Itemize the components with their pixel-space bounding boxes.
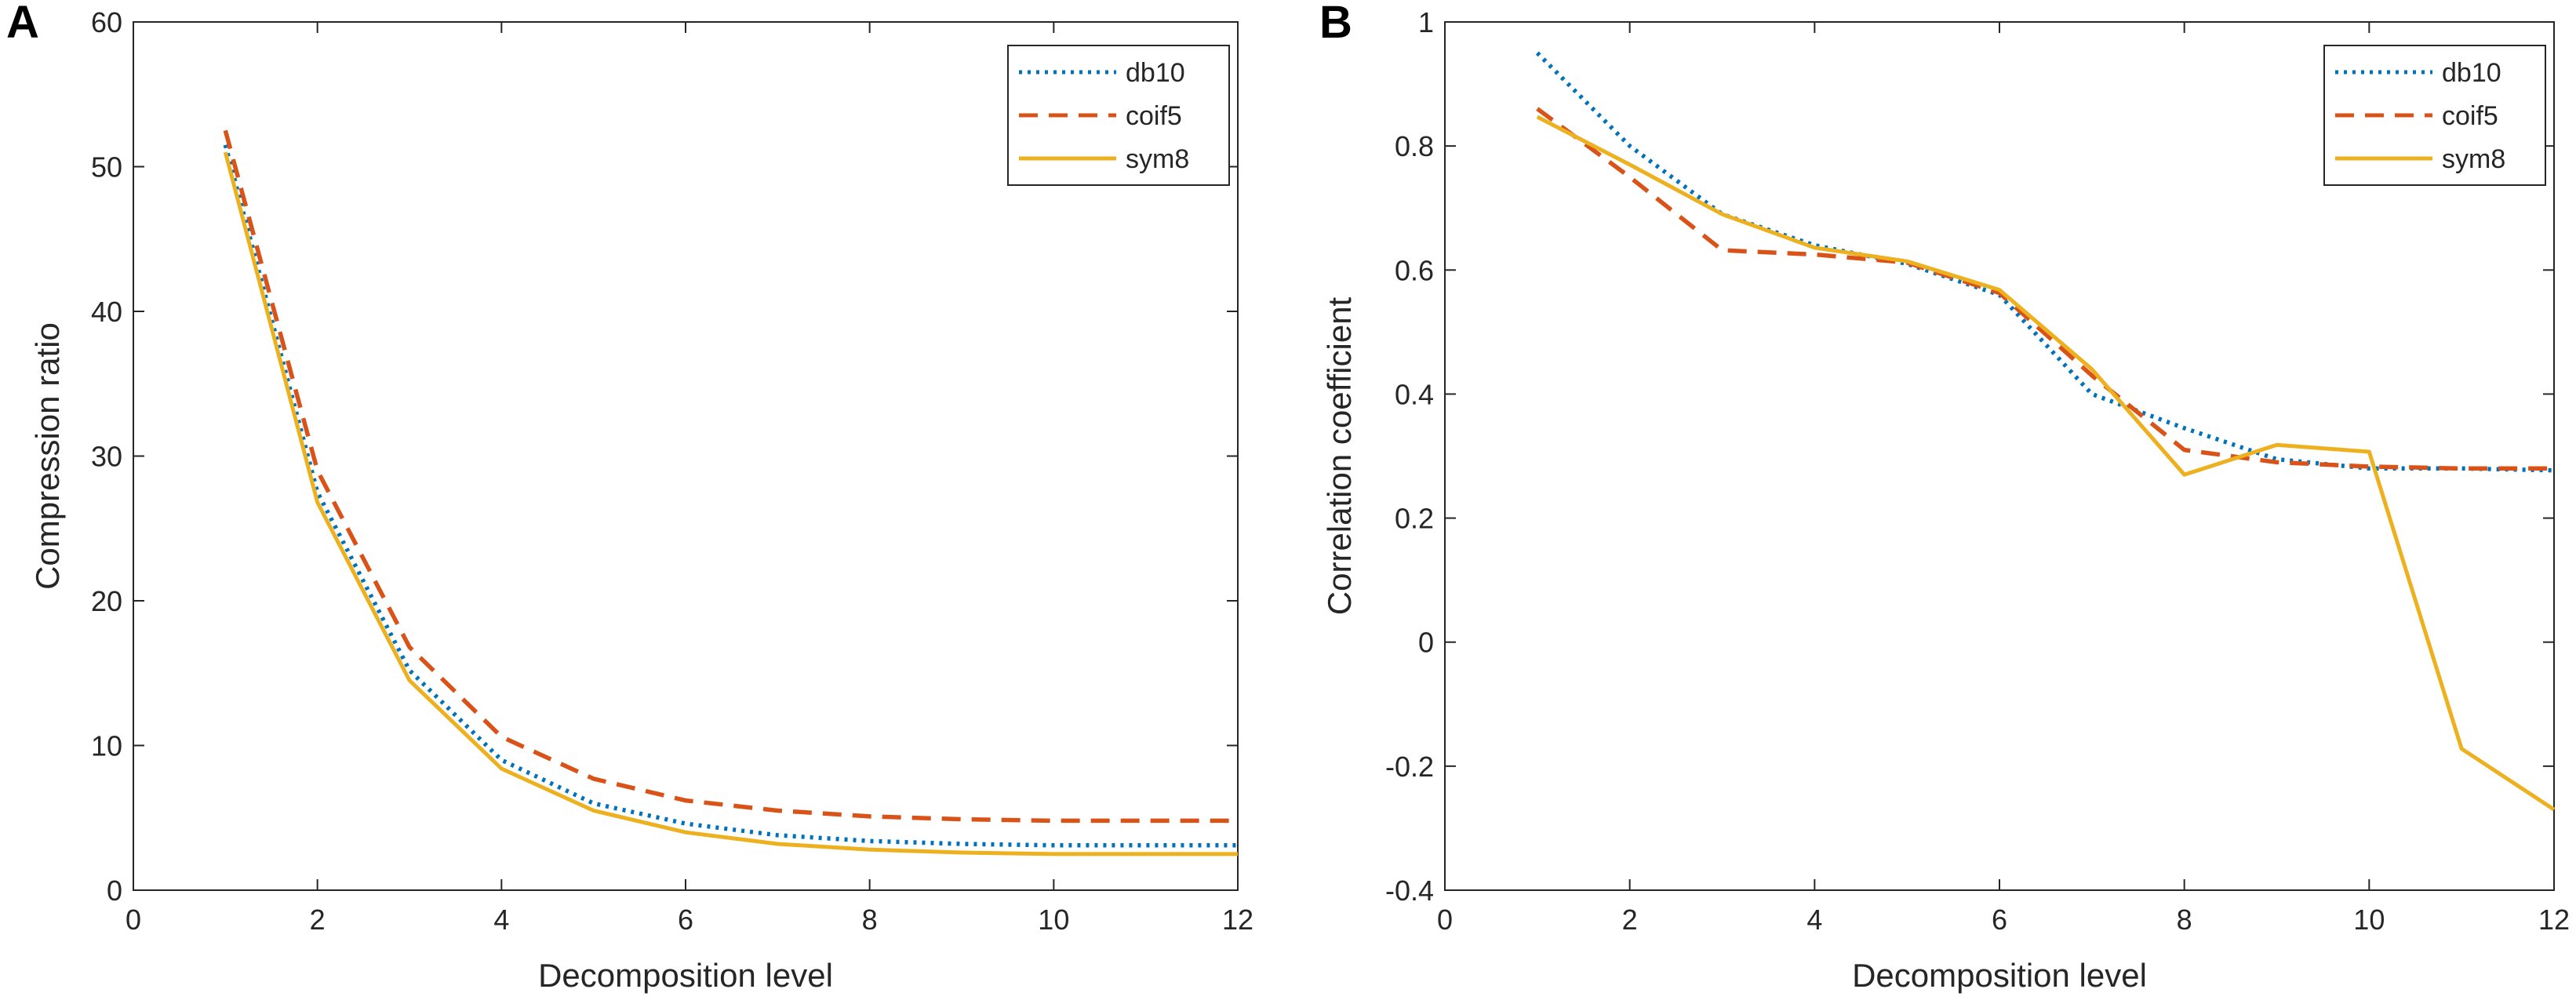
y-tick-label: 40 [91, 296, 122, 328]
x-tick-label: 12 [2538, 904, 2570, 936]
y-axis-label: Compression ratio [29, 322, 66, 590]
panel-letter: B [1319, 0, 1352, 48]
chart-panel-a: 0 2 4 6 8 10 12 0 10 20 30 40 50 60 Decomposition leve… [6, 0, 1253, 994]
x-tick-label: 0 [126, 904, 141, 936]
legend-label-coif5: coif5 [2442, 101, 2498, 131]
legend-label-db10: db10 [2442, 58, 2501, 88]
x-tick-label: 10 [2353, 904, 2385, 936]
y-tick-label: 50 [91, 151, 122, 184]
y-tick-label: 0.6 [1395, 254, 1434, 286]
x-tick-label: 2 [1622, 904, 1638, 936]
series-line-coif5 [223, 129, 1238, 824]
x-tick-label: 8 [2177, 904, 2192, 936]
y-tick-label: 0.2 [1395, 503, 1434, 535]
series-line-coif5 [1536, 107, 2554, 471]
x-tick-label: 0 [1437, 904, 1453, 936]
y-tick-label: 0 [107, 875, 122, 907]
x-tick-label: 4 [1806, 904, 1822, 936]
y-tick-label: 0.8 [1395, 130, 1434, 162]
x-tick-label: 2 [310, 904, 326, 936]
y-tick-label: -0.4 [1385, 875, 1434, 907]
x-tick-label: 12 [1222, 904, 1253, 936]
legend-label-db10: db10 [1126, 58, 1185, 88]
x-tick-label: 6 [678, 904, 693, 936]
y-tick-label: 20 [91, 585, 122, 617]
x-axis-label: Decomposition level [538, 957, 833, 994]
y-tick-label: 60 [91, 6, 122, 38]
y-axis-label: Correlation coefficient [1321, 296, 1358, 615]
y-tick-label: -0.2 [1385, 751, 1434, 783]
legend-label-coif5: coif5 [1126, 101, 1182, 131]
x-tick-label: 10 [1038, 904, 1069, 936]
legend-box [2323, 45, 2546, 186]
y-tick-label: 0 [1418, 627, 1434, 659]
x-tick-label: 4 [493, 904, 509, 936]
chart-panel-b: 0 2 4 6 8 10 12 -0.4 -0.2 0 0.2 0.4 0.6 0.8 1 Decomposi… [1319, 0, 2570, 994]
series-line-sym8 [223, 151, 1238, 856]
legend-box [1007, 45, 1230, 186]
x-axis-label: Decomposition level [1852, 957, 2147, 994]
series-line-sym8 [1536, 115, 2556, 812]
x-tick-label: 6 [1992, 904, 2007, 936]
y-tick-label: 1 [1418, 6, 1434, 38]
x-tick-label: 8 [862, 904, 878, 936]
series-line-db10 [223, 144, 1238, 848]
legend-label-sym8: sym8 [1126, 144, 1189, 174]
legend-label-sym8: sym8 [2442, 144, 2505, 174]
y-tick-label: 0.4 [1395, 378, 1434, 410]
y-tick-label: 10 [91, 730, 122, 762]
panel-letter: A [6, 0, 39, 48]
y-tick-label: 30 [91, 441, 122, 473]
